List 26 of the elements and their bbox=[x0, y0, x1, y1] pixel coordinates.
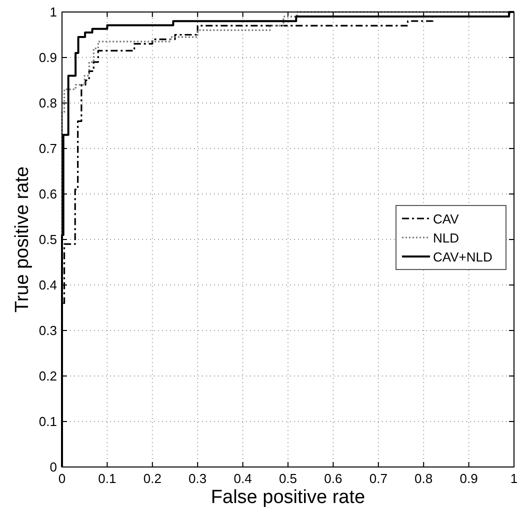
y-tick-label: 0 bbox=[50, 460, 57, 474]
y-tick-label: 0.9 bbox=[38, 50, 57, 65]
x-tick-label: 0.8 bbox=[414, 471, 433, 486]
x-tick-label: 0.6 bbox=[324, 471, 342, 486]
x-tick-label: 0.1 bbox=[98, 471, 116, 486]
legend-label: CAV bbox=[433, 212, 460, 226]
x-tick-label: 0.5 bbox=[278, 471, 298, 486]
y-tick-label: 0.2 bbox=[38, 368, 57, 384]
y-tick-label: 0.6 bbox=[38, 186, 57, 202]
x-tick-label: 0.7 bbox=[369, 471, 388, 486]
y-tick-label: 0.4 bbox=[38, 278, 57, 292]
x-tick-label: 0.4 bbox=[234, 471, 252, 486]
y-tick-label: 0.5 bbox=[38, 232, 57, 247]
x-tick-label: 0.3 bbox=[188, 471, 207, 486]
y-tick-label: 0.1 bbox=[38, 414, 57, 429]
y-axis-title: True positive rate bbox=[12, 166, 33, 313]
y-tick-label: 0.3 bbox=[38, 323, 57, 338]
x-tick-label: 0.2 bbox=[143, 471, 162, 486]
x-tick-label: 0.9 bbox=[460, 471, 478, 486]
legend-label: CAV+NLD bbox=[433, 250, 492, 264]
legend-label: NLD bbox=[433, 230, 460, 246]
x-tick-label: 1 bbox=[510, 471, 518, 486]
y-tick-label: 1 bbox=[50, 4, 57, 20]
y-tick-label: 0.7 bbox=[38, 141, 57, 156]
y-tick-label: 0.8 bbox=[38, 96, 57, 110]
x-axis-title: False positive rate bbox=[210, 487, 366, 508]
